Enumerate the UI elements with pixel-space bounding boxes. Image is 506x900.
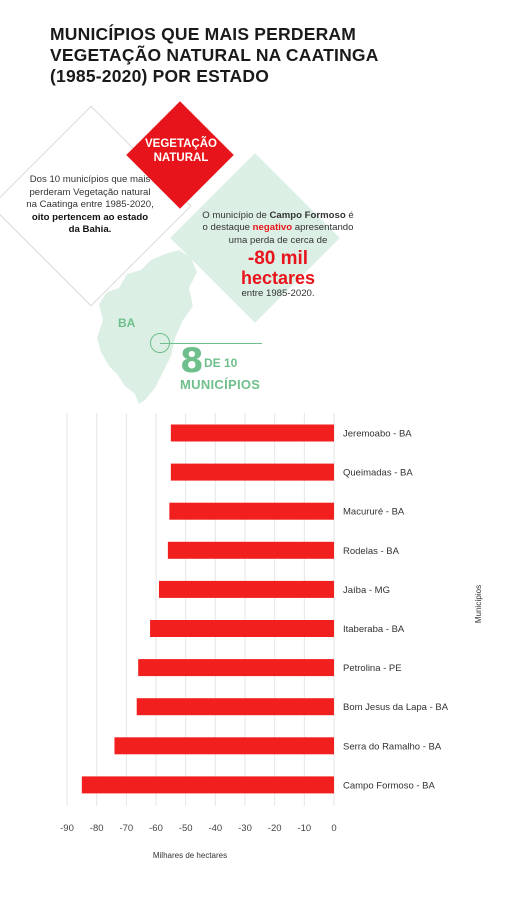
x-axis-title: Milhares de hectares xyxy=(153,851,227,860)
title-line-1: MUNICÍPIOS QUE MAIS PERDERAM xyxy=(50,24,357,44)
loss-big-number: -80 mil xyxy=(247,248,309,270)
bahia-map-shape xyxy=(97,250,197,404)
category-label: Itaberaba - BA xyxy=(343,624,405,635)
category-label: Queimadas - BA xyxy=(343,468,413,479)
title-line-2: VEGETAÇÃO NATURAL NA CAATINGA xyxy=(50,45,379,65)
bar xyxy=(169,502,334,520)
map-marker-circle xyxy=(150,333,170,353)
x-tick-label: -80 xyxy=(90,823,104,834)
count-number: 8 xyxy=(180,341,204,381)
count-label: MUNICÍPIOS xyxy=(180,377,261,392)
bar xyxy=(150,620,334,637)
bar xyxy=(114,737,334,755)
x-tick-label: -40 xyxy=(208,823,222,834)
category-label: Rodelas - BA xyxy=(343,546,400,557)
x-tick-label: -30 xyxy=(238,823,252,834)
connector-line xyxy=(160,343,262,344)
category-label: Bom Jesus da Lapa - BA xyxy=(343,702,449,713)
category-label: Macururé - BA xyxy=(343,507,405,518)
red-badge-label: VEGETAÇÃO NATURAL xyxy=(145,138,217,164)
bar xyxy=(170,424,334,442)
left-note-text: Dos 10 municípios que mais perderam Vege… xyxy=(26,174,154,236)
x-tick-label: -50 xyxy=(179,823,193,834)
chart-title: MUNICÍPIOS QUE MAIS PERDERAM VEGETAÇÃO N… xyxy=(50,24,470,87)
x-tick-label: -70 xyxy=(119,823,133,834)
category-label: Jeremoabo - BA xyxy=(343,429,412,440)
bar xyxy=(158,580,334,598)
state-label: BA xyxy=(118,316,136,330)
x-tick-label: 0 xyxy=(331,823,336,834)
loss-big-unit: hectares xyxy=(240,268,316,289)
bar xyxy=(136,698,334,716)
x-tick-label: -20 xyxy=(268,823,282,834)
right-note-text: O município de Campo Formoso é o destaqu… xyxy=(200,210,356,301)
x-tick-label: -10 xyxy=(297,823,311,834)
category-label: Jaíba - MG xyxy=(343,585,390,596)
category-label: Campo Formoso - BA xyxy=(343,780,436,791)
category-label: Petrolina - PE xyxy=(343,663,402,674)
title-line-3: (1985-2020) POR ESTADO xyxy=(50,66,270,86)
bar xyxy=(81,776,334,794)
municipality-count: 8 DE 10 MUNICÍPIOS xyxy=(180,341,260,392)
x-tick-label: -60 xyxy=(149,823,163,834)
y-axis-title: Municípios xyxy=(474,585,483,623)
x-tick-label: -90 xyxy=(60,823,74,834)
bar xyxy=(170,463,334,481)
bar xyxy=(138,659,334,677)
bar xyxy=(167,541,334,559)
category-label: Serra do Ramalho - BA xyxy=(343,741,442,752)
count-of: DE 10 xyxy=(204,356,238,370)
